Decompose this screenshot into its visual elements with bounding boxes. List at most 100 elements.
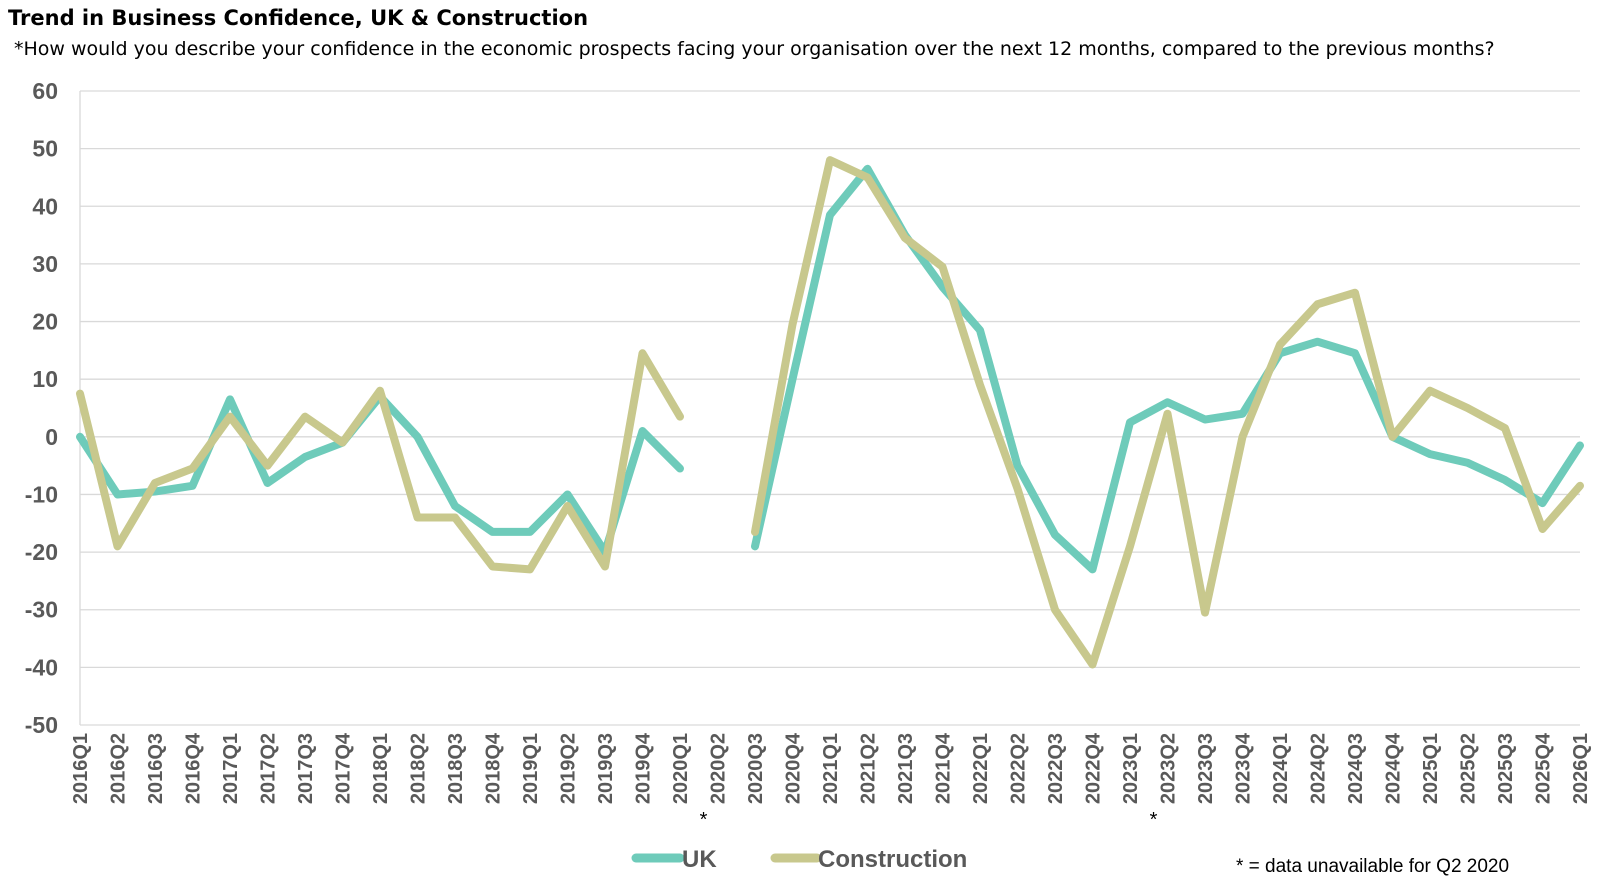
data-point-construction — [677, 414, 683, 420]
data-point-uk — [1352, 350, 1358, 356]
x-tick-label: 2016Q1 — [70, 733, 92, 804]
data-point-uk — [827, 212, 833, 218]
series-lines — [76, 156, 1584, 669]
data-point-uk — [1540, 500, 1545, 506]
data-point-uk — [227, 396, 233, 402]
data-point-uk — [452, 503, 458, 509]
data-point-construction — [902, 235, 908, 241]
x-tick-label: 2022Q1 — [970, 733, 992, 804]
gridlines — [80, 90, 1580, 726]
data-point-uk — [1202, 417, 1208, 423]
data-point-construction — [115, 543, 120, 549]
x-tick-label: 2018Q1 — [370, 733, 392, 804]
data-point-uk — [865, 166, 870, 172]
y-tick-label: 40 — [32, 193, 58, 219]
y-tick-label: 60 — [32, 78, 58, 104]
x-tick-label: 2024Q1 — [1270, 733, 1292, 804]
x-tick-label: 2021Q1 — [820, 733, 842, 804]
footnote: * = data unavailable for Q2 2020 — [1236, 856, 1509, 877]
data-point-uk — [77, 434, 83, 440]
data-point-uk — [790, 376, 795, 382]
x-tick-label: 2016Q4 — [183, 732, 205, 804]
data-point-uk — [1315, 339, 1320, 345]
series-line-uk — [751, 164, 1584, 574]
x-tick-label: 2020Q4 — [783, 732, 805, 804]
data-point-construction — [977, 382, 983, 388]
x-tick-label: 2023Q2 — [1158, 733, 1180, 804]
data-point-uk — [677, 466, 683, 472]
data-point-construction — [1127, 543, 1133, 549]
x-tick-label: 2022Q4 — [1083, 732, 1105, 804]
annotations: * * — [700, 809, 1158, 831]
data-point-uk — [415, 434, 420, 440]
x-tick-label: 2017Q3 — [295, 733, 317, 804]
data-point-construction — [1202, 610, 1208, 616]
data-point-construction — [1540, 526, 1545, 532]
data-point-construction — [940, 264, 945, 270]
x-tick-label: 2025Q2 — [1458, 733, 1480, 804]
x-tick-label: 2020Q1 — [670, 733, 692, 804]
y-tick-label: -50 — [25, 712, 58, 738]
data-point-construction — [1165, 411, 1170, 417]
y-tick-label: 0 — [45, 424, 58, 450]
x-tick-label: 2019Q1 — [520, 733, 542, 804]
x-tick-label: 2021Q3 — [895, 733, 917, 804]
data-point-construction — [452, 515, 458, 521]
x-tick-label: 2023Q4 — [1233, 732, 1255, 804]
x-tick-label: 2019Q4 — [633, 732, 655, 804]
x-tick-label: 2018Q3 — [445, 733, 467, 804]
y-tick-label: 50 — [32, 136, 58, 162]
data-point-construction — [227, 414, 233, 420]
x-tick-label: 2024Q4 — [1383, 732, 1405, 804]
x-tick-label: 2025Q3 — [1495, 733, 1517, 804]
y-tick-label: 10 — [32, 366, 58, 392]
data-point-uk — [115, 491, 120, 497]
x-tick-label: 2021Q4 — [933, 732, 955, 804]
x-tick-label: 2017Q4 — [333, 732, 355, 804]
x-tick-label: 2021Q2 — [858, 733, 880, 804]
data-point-construction — [1015, 486, 1020, 492]
annotation-asterisk: * — [700, 809, 708, 831]
data-point-construction — [1277, 342, 1283, 348]
data-point-construction — [827, 157, 833, 163]
data-point-uk — [1577, 442, 1583, 448]
data-point-uk — [1165, 399, 1170, 405]
x-tick-label: 2018Q4 — [483, 732, 505, 804]
data-point-construction — [1090, 661, 1095, 667]
x-tick-label: 2022Q3 — [1045, 733, 1067, 804]
x-tick-label: 2023Q1 — [1120, 733, 1142, 804]
y-axis: 60 50 40 30 20 10 0 -10 -20 -30 -40 -50 — [25, 78, 81, 738]
x-tick-label: 2019Q2 — [558, 733, 580, 804]
x-tick-label: 2020Q2 — [708, 733, 730, 804]
data-point-construction — [565, 503, 570, 509]
data-point-uk — [640, 428, 645, 434]
data-point-construction — [1502, 425, 1508, 431]
x-tick-label: 2024Q2 — [1308, 733, 1330, 804]
x-tick-label: 2017Q1 — [220, 733, 242, 804]
annotation-asterisk: * — [1150, 809, 1158, 831]
data-point-uk — [190, 483, 195, 489]
y-tick-label: -30 — [25, 597, 58, 623]
x-tick-label: 2020Q3 — [745, 733, 767, 804]
data-point-uk — [265, 480, 270, 486]
chart-title: Trend in Business Confidence, UK & Const… — [8, 6, 589, 30]
data-point-uk — [527, 529, 533, 535]
data-point-construction — [1390, 434, 1395, 440]
x-tick-label: 2025Q4 — [1533, 732, 1555, 804]
x-tick-label: 2016Q3 — [145, 733, 167, 804]
data-point-construction — [302, 414, 308, 420]
y-tick-label: 30 — [32, 251, 58, 277]
data-point-construction — [640, 350, 645, 356]
legend-label-uk: UK — [682, 846, 717, 873]
x-tick-label: 2022Q2 — [1008, 733, 1030, 804]
data-point-uk — [1052, 532, 1058, 538]
x-tick-label: 2018Q2 — [408, 733, 430, 804]
series-line-construction — [76, 349, 684, 574]
x-tick-label: 2023Q3 — [1195, 733, 1217, 804]
data-point-uk — [1015, 463, 1020, 469]
data-point-construction — [1577, 483, 1583, 489]
data-point-uk — [752, 543, 758, 549]
data-point-uk — [1465, 460, 1470, 466]
chart-subtitle: *How would you describe your confidence … — [14, 38, 1495, 60]
legend: UK Construction — [631, 846, 967, 873]
